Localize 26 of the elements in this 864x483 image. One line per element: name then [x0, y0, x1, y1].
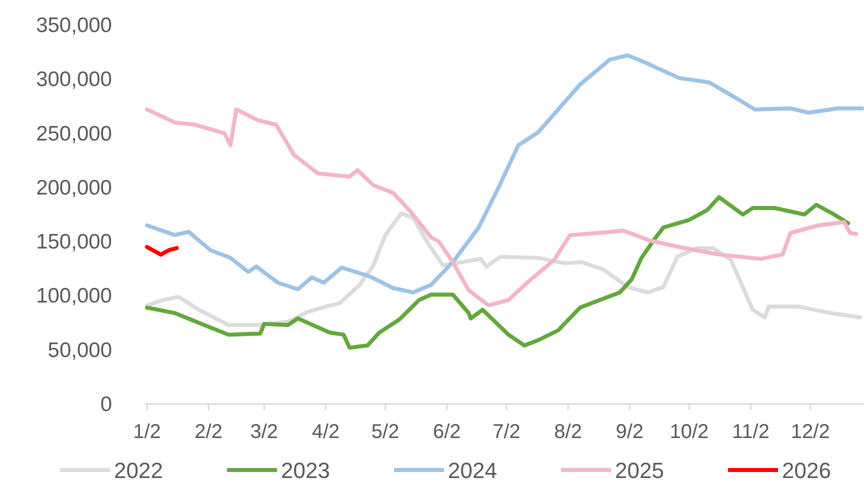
y-tick-label: 0: [100, 393, 112, 416]
x-tick-label: 3/2: [250, 421, 278, 443]
x-tick-label: 12/2: [790, 421, 830, 443]
y-tick-label: 200,000: [36, 176, 112, 200]
y-tick-label: 50,000: [48, 338, 112, 362]
x-tick-label: 11/2: [732, 421, 770, 443]
x-tick-label: 2/2: [194, 421, 222, 443]
x-tick-label: 5/2: [371, 421, 400, 443]
legend-label: 2024: [448, 458, 497, 483]
legend-label: 2025: [615, 458, 664, 483]
x-tick-label: 6/2: [432, 421, 461, 443]
x-tick-label: 4/2: [312, 421, 340, 443]
y-tick-label: 300,000: [36, 68, 112, 92]
y-tick-label: 150,000: [36, 230, 112, 254]
x-tick-label: 9/2: [616, 421, 644, 443]
x-tick-label: 10/2: [670, 421, 709, 443]
y-tick-label: 350,000: [36, 14, 112, 37]
x-tick-label: 1/2: [133, 421, 161, 443]
line-series: [144, 244, 179, 257]
y-tick-label: 250,000: [36, 122, 112, 146]
legend-label: 2026: [782, 458, 831, 483]
x-tick-label: 7/2: [492, 421, 520, 443]
legend-label: 2022: [114, 458, 163, 483]
legend-label: 2023: [281, 458, 330, 483]
x-tick-label: 8/2: [554, 421, 582, 443]
y-tick-label: 100,000: [36, 284, 112, 308]
